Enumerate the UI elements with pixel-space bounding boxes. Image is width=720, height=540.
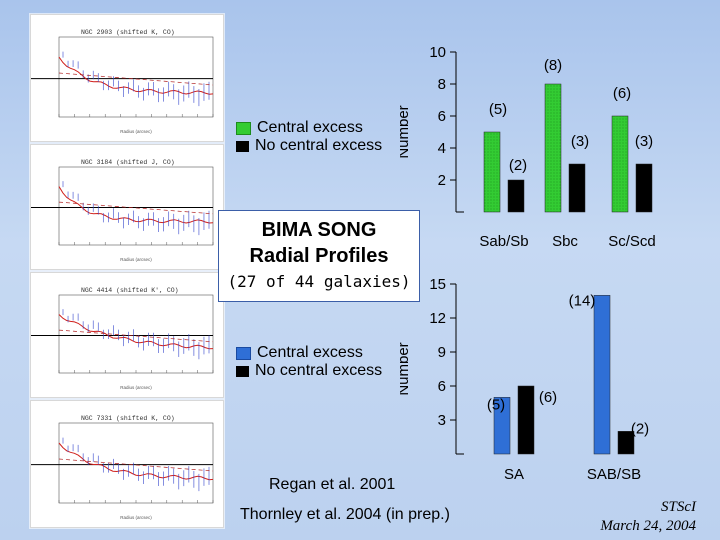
footer-date: March 24, 2004	[600, 518, 696, 534]
y-tick-label: 10	[429, 44, 446, 61]
legend-item: No central excess	[236, 137, 382, 155]
legend-item: Central excess	[236, 119, 382, 137]
title-line3: (27 of 44 galaxies)	[227, 272, 411, 291]
profile-plot-4: Radius (arcsec)	[31, 422, 214, 520]
x-axis-label: Radius (arcsec)	[120, 129, 152, 134]
bar-type-bar-chart: 3 6 9 12 15 Number (5) (6) SA (14) (2) SAB/SB	[400, 276, 649, 483]
profile-panel-label: NGC 7331 (shifted K, CO)	[81, 415, 175, 422]
bar-data-label: (2)	[509, 157, 527, 174]
y-tick-label: 2	[438, 172, 446, 189]
bar-data-label: (14)	[569, 292, 596, 309]
y-axis-label: Number	[400, 105, 412, 158]
plot-frame	[58, 36, 214, 118]
legend-label: No central excess	[255, 137, 383, 154]
profile-panel-label: NGC 3184 (shifted J, CO)	[81, 159, 175, 166]
profile-curve-nir	[58, 442, 214, 481]
bar-central-excess	[493, 397, 511, 455]
credit-thornley: Thornley et al. 2004 (in prep.)	[240, 506, 450, 523]
bar-no-central-excess	[517, 385, 535, 455]
legend-swatch-blue	[236, 346, 251, 360]
profile-fit-line	[58, 329, 214, 343]
x-category-label: Sc/Scd	[608, 233, 656, 250]
bar-data-label: (6)	[539, 389, 557, 406]
profile-plot-3: Radius (arcsec)	[31, 294, 214, 390]
profile-panel-3: Radius (arcsec) NGC 4414 (shifted K', CO…	[30, 272, 224, 398]
legend-top: Central excess No central excess	[236, 119, 382, 155]
x-axis-label: Radius (arcsec)	[120, 257, 152, 262]
bar-data-label: (5)	[487, 396, 505, 413]
bar-data-label: (5)	[489, 101, 507, 118]
bar-central-excess	[593, 295, 611, 455]
title-line1: BIMA SONG	[261, 219, 377, 241]
title-line2: Radial Profiles	[249, 245, 389, 267]
plot-frame	[58, 166, 214, 246]
legend-swatch-black	[236, 140, 249, 152]
legend-label: Central excess	[257, 344, 363, 361]
legend-item: Central excess	[236, 344, 382, 362]
profile-fit-line	[58, 201, 214, 215]
footer: STScI March 24, 2004	[600, 498, 696, 536]
bar-data-label: (3)	[571, 133, 589, 150]
profile-panel-1: Radius (arcsec) NGC 2903 (shifted K, CO)	[30, 14, 224, 142]
y-tick-label: 6	[438, 108, 446, 125]
profile-curve-nir	[58, 314, 214, 350]
profile-panel-4: Radius (arcsec) NGC 7331 (shifted K, CO)	[30, 400, 224, 528]
y-tick-label: 9	[438, 344, 446, 361]
legend-item: No central excess	[236, 362, 382, 380]
x-category-label: Sab/Sb	[479, 233, 528, 250]
y-tick-label: 12	[429, 310, 446, 327]
profile-panel-2: Radius (arcsec) NGC 3184 (shifted J, CO)	[30, 144, 224, 270]
x-category-label: SA	[504, 466, 524, 483]
profile-fit-line	[58, 458, 214, 472]
bar-data-label: (3)	[635, 133, 653, 150]
x-category-label: SAB/SB	[587, 466, 641, 483]
profile-panel-label: NGC 2903 (shifted K, CO)	[81, 29, 175, 36]
bar-central-excess	[483, 131, 501, 213]
y-tick-label: 15	[429, 276, 446, 293]
bar-no-central-excess	[568, 163, 586, 213]
profile-fit-line	[58, 72, 214, 86]
bar-central-excess	[544, 83, 562, 213]
y-tick-label: 3	[438, 412, 446, 429]
bar-no-central-excess	[635, 163, 653, 213]
y-tick-label: 6	[438, 378, 446, 395]
legend-swatch-green	[236, 121, 251, 135]
bar-data-label: (2)	[631, 420, 649, 437]
profile-curve-nir	[58, 186, 214, 224]
legend-label: No central excess	[255, 362, 383, 379]
profile-curve-nir	[58, 56, 214, 95]
plot-frame	[58, 422, 214, 504]
x-category-label: Sbc	[552, 233, 578, 250]
legend-label: Central excess	[257, 119, 363, 136]
plot-frame	[58, 294, 214, 374]
x-axis-label: Radius (arcsec)	[120, 385, 152, 390]
profile-plot-1: Radius (arcsec)	[31, 36, 214, 134]
bar-data-label: (8)	[544, 57, 562, 74]
credit-regan: Regan et al. 2001	[269, 476, 396, 493]
profile-plot-2: Radius (arcsec)	[31, 166, 214, 262]
profile-panel-label: NGC 4414 (shifted K', CO)	[81, 287, 179, 294]
y-axis-label: Number	[400, 342, 412, 395]
bar-no-central-excess	[617, 431, 635, 455]
bar-data-label: (6)	[613, 85, 631, 102]
legend-swatch-black	[236, 365, 249, 377]
footer-org: STScI	[661, 499, 696, 515]
x-axis-label: Radius (arcsec)	[120, 515, 152, 520]
bar-no-central-excess	[507, 179, 525, 213]
title-box: BIMA SONG Radial Profiles (27 of 44 gala…	[218, 210, 420, 302]
legend-bottom: Central excess No central excess	[236, 344, 382, 380]
y-tick-label: 4	[438, 140, 446, 157]
morphology-bar-chart: 2 4 6 8 10 Number (5) (2) Sab/Sb (8) (3) Sbc (6) (3) S…	[400, 44, 656, 250]
y-tick-label: 8	[438, 76, 446, 93]
bar-central-excess	[611, 115, 629, 213]
